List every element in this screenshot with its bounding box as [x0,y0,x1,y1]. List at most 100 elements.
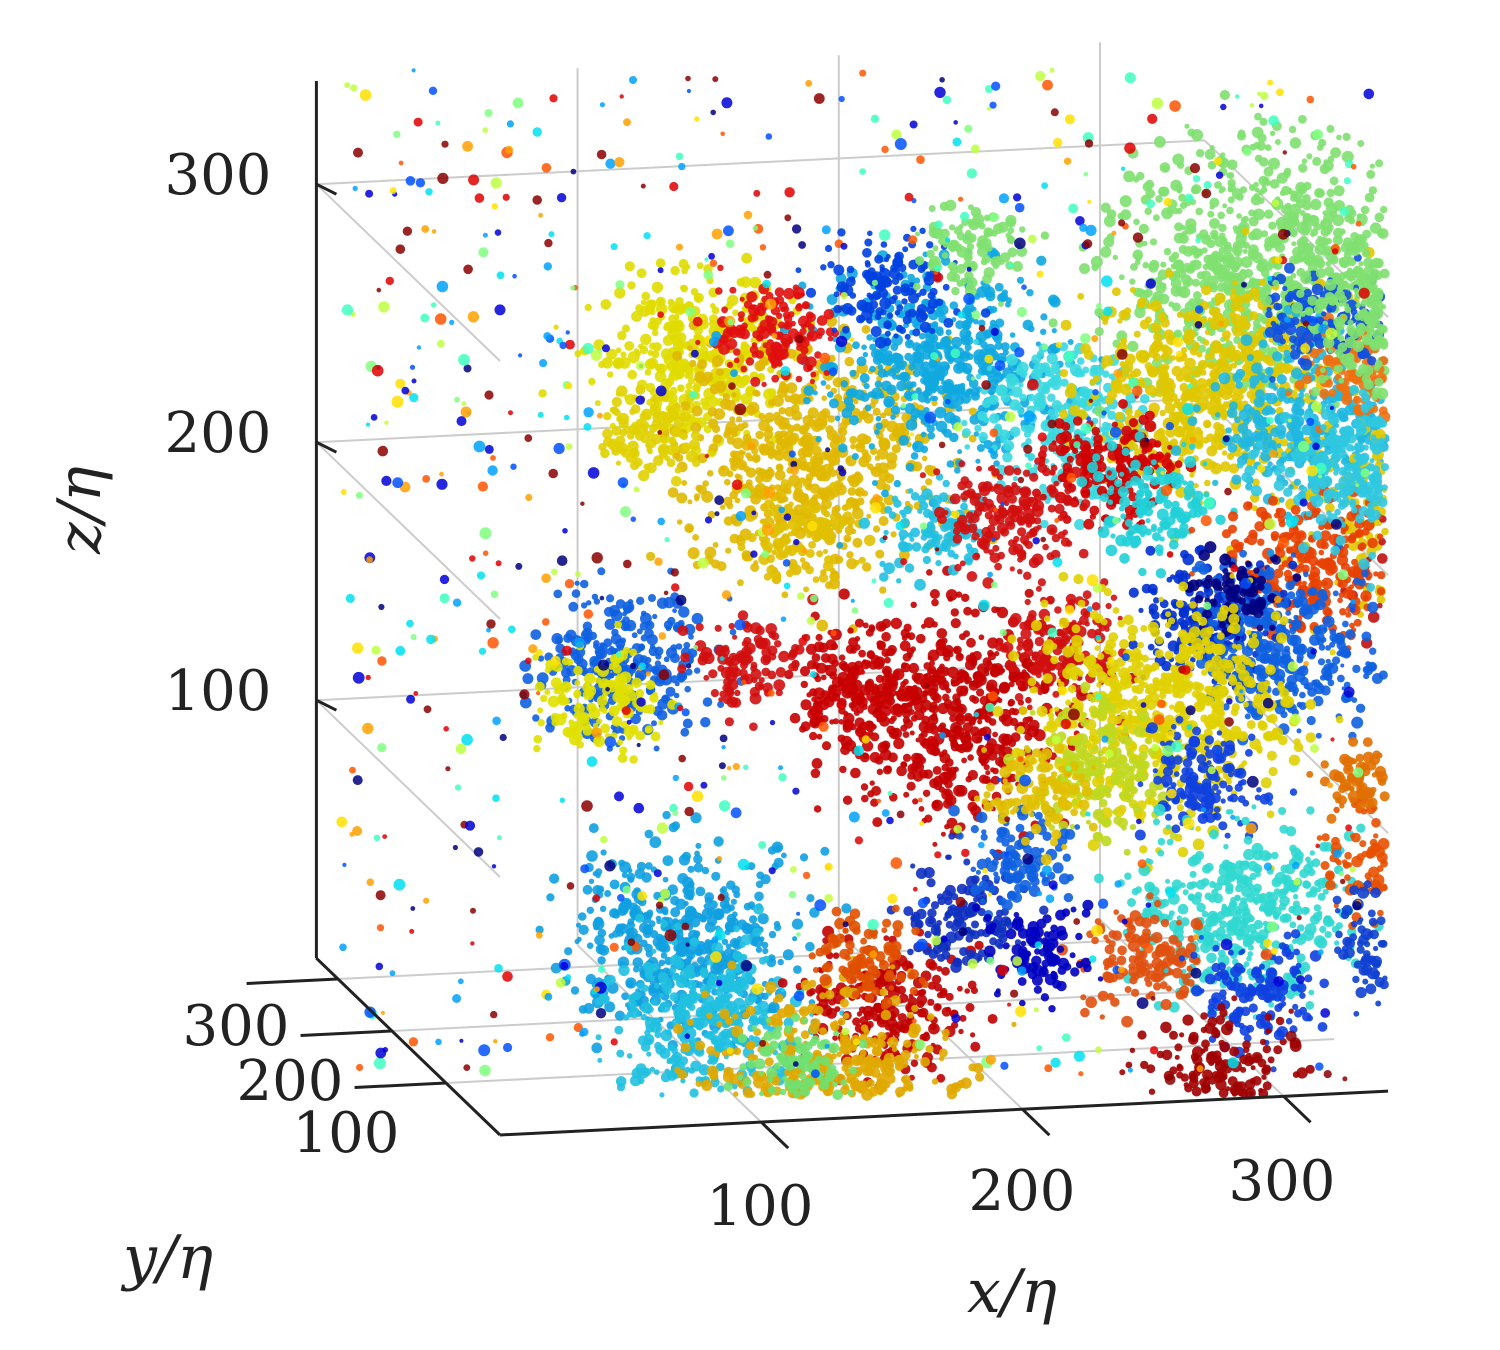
point-cluster-7 [1342,132,1351,141]
point-cluster-0 [651,281,664,293]
point-cluster-3 [974,424,982,432]
point-cluster-9 [1244,445,1250,452]
point-cluster-7 [1123,170,1135,183]
point-cluster-0 [613,357,625,369]
point-cluster-7 [1163,247,1172,256]
point-cluster-1 [883,494,895,506]
point-cluster-4 [747,313,757,323]
point-cluster-2 [881,380,892,392]
point-cluster-10 [1318,388,1330,399]
point-cluster-3 [996,385,1008,397]
point-cluster-3 [1021,424,1029,432]
point-cluster-2 [1022,319,1034,331]
point-cluster-0 [640,299,647,306]
point-cluster-4 [788,311,795,318]
point-cluster-1 [776,464,784,472]
point-cluster-12 [1315,258,1326,269]
point-cluster-7 [1264,144,1272,152]
point-cluster-5 [883,256,890,263]
point-cluster-1 [758,413,766,420]
point-cluster-1 [753,455,761,462]
point-cluster-8 [1202,419,1212,429]
point-cluster-14 [1142,465,1153,476]
point-cluster-1 [861,325,871,334]
point-cluster-2 [849,369,857,377]
point-cluster-10 [1353,396,1359,402]
point-cluster-1 [890,531,897,538]
point-cluster-12 [1322,210,1328,216]
point-cluster-14 [1138,491,1145,498]
point-cluster-2 [875,415,882,422]
point-cluster-8 [1171,365,1183,377]
point-cluster-19 [1230,539,1240,549]
point-cluster-0 [600,299,612,310]
point-cluster-0 [588,377,596,386]
point-cluster-1 [730,450,738,459]
point-cluster-20 [1145,545,1156,556]
point-cluster-7 [1183,246,1194,257]
point-cluster-4 [823,370,830,376]
point-cluster-12 [1369,327,1375,333]
point-cluster-1 [692,534,699,541]
point-cluster-1 [849,436,858,444]
point-cluster-2 [949,432,959,443]
point-cluster-12 [1336,285,1344,293]
point-cluster-8 [1059,369,1069,378]
point-cluster-8 [1258,278,1266,286]
point-cluster-14 [1117,486,1129,498]
point-cluster-1 [862,562,872,572]
point-cluster-12 [1345,270,1356,281]
point-cluster-8 [1210,377,1216,383]
grid-line-z-left-100 [315,699,501,878]
point-cluster-7 [1332,235,1343,246]
point-cluster-7 [1364,192,1375,203]
point-cluster-4 [755,350,764,359]
point-cluster-3 [1006,355,1013,362]
point-cluster-8 [1213,422,1222,431]
point-cluster-12 [1325,238,1332,245]
point-cluster-7 [1301,158,1308,164]
point-cluster-2 [934,308,945,318]
point-cluster-7 [1269,130,1276,136]
point-cluster-1 [875,549,885,559]
point-cluster-1 [720,398,731,410]
point-cluster-8 [1221,450,1228,456]
point-cluster-1 [715,368,724,377]
point-cluster-7 [1320,220,1326,226]
point-cluster-5 [878,288,889,299]
point-cluster-5 [864,238,873,247]
point-cluster-8 [1121,361,1134,373]
point-cluster-1 [745,452,752,459]
point-cluster-9 [1235,368,1246,379]
point-cluster-1 [851,507,864,520]
point-cluster-20 [1147,643,1155,651]
point-cluster-10 [1328,388,1337,397]
point-cluster-12 [1372,283,1378,290]
point-cluster-8 [1231,393,1240,402]
point-cluster-7 [1103,236,1115,248]
point-cluster-5 [795,267,802,274]
point-cluster-8 [1189,472,1195,478]
point-cluster-5 [929,327,936,335]
point-cluster-9 [1275,424,1287,436]
point-cluster-1 [780,430,788,438]
point-cluster-8 [1133,330,1141,338]
point-cluster-0 [675,297,684,306]
point-cluster-7 [1118,274,1125,281]
point-cluster-8 [1146,366,1154,374]
point-cluster-14 [1187,500,1197,510]
point-cluster-7 [1380,205,1388,214]
point-cluster-0 [627,351,640,364]
point-cluster-1 [807,419,816,427]
point-cluster-7 [1103,215,1116,228]
point-cluster-3 [961,428,971,438]
point-cluster-6 [956,263,966,274]
point-cluster-1 [771,549,777,556]
point-cluster-1 [855,487,865,497]
point-cluster-5 [833,264,845,276]
point-cluster-4 [816,327,825,337]
point-cluster-7 [1195,149,1205,158]
point-cluster-1 [726,502,734,510]
point-cluster-4 [784,321,793,330]
point-cluster-7 [1269,179,1280,189]
